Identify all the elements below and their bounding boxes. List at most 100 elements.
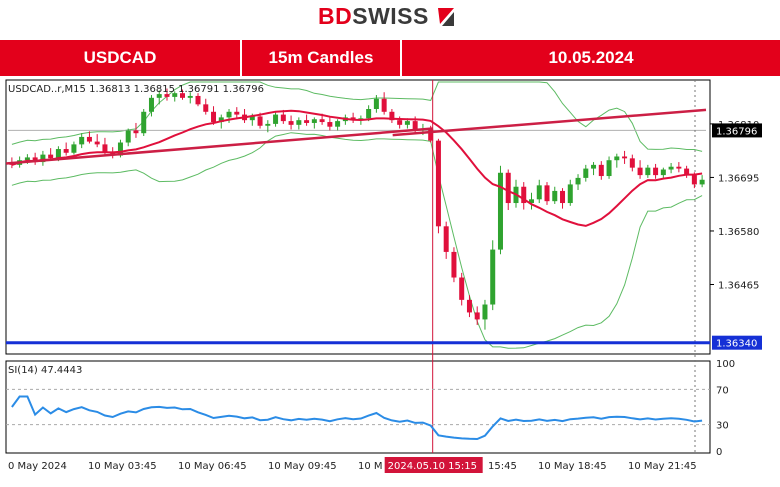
candle-body xyxy=(629,158,635,168)
candle-body xyxy=(544,185,550,202)
candle-body xyxy=(637,167,643,176)
candle-body xyxy=(117,142,123,156)
symbol-info-label: USDCAD..r,M15 1.36813 1.36815 1.36791 1.… xyxy=(8,84,264,95)
time-axis-label: 10 May 03:45 xyxy=(88,461,157,472)
time-axis-label: 10 May 06:45 xyxy=(178,461,247,472)
candle-body xyxy=(249,116,255,121)
candle-body xyxy=(288,121,294,125)
time-axis-label: 10 May 18:45 xyxy=(538,461,607,472)
candle-body xyxy=(265,123,271,126)
rising-trendline xyxy=(5,127,433,165)
support-price-tag-label: 1.36340 xyxy=(716,339,757,350)
moving-average-line xyxy=(11,109,703,227)
lower-bollinger-band xyxy=(11,132,703,349)
candle-body xyxy=(71,144,77,153)
candle-body xyxy=(211,111,217,123)
price-tick-label: 1.36695 xyxy=(718,173,759,184)
resistance-trendline xyxy=(392,108,707,137)
date-label: 10.05.2024 xyxy=(548,48,634,67)
candle-body xyxy=(366,109,372,119)
candle-body xyxy=(373,98,379,109)
candle-body xyxy=(195,95,201,105)
candle-body xyxy=(226,111,232,118)
candle-body xyxy=(94,141,100,145)
candle-body xyxy=(273,114,279,124)
candle-body xyxy=(459,277,465,300)
candle-body xyxy=(55,149,61,159)
candle-body xyxy=(280,114,286,122)
candle-body xyxy=(598,164,604,177)
candle-body xyxy=(234,111,240,115)
candle-body xyxy=(676,166,682,169)
candle-body xyxy=(389,111,395,121)
candle-body xyxy=(575,177,581,185)
candle-body xyxy=(203,104,209,112)
rsi-tick-label: 70 xyxy=(716,385,729,396)
candle-body xyxy=(311,119,317,123)
time-axis-label: 10 M xyxy=(358,461,383,472)
candle-body xyxy=(591,164,597,169)
candle-body xyxy=(482,304,488,320)
candle-body xyxy=(180,93,185,98)
chart-header-banner: USDCAD 15m Candles 10.05.2024 xyxy=(0,40,780,76)
candle-body xyxy=(125,130,131,143)
timeframe-label: 15m Candles xyxy=(268,48,374,67)
rsi-tick-label: 100 xyxy=(716,359,735,370)
brand-flag-icon xyxy=(438,8,454,26)
candle-body xyxy=(79,136,85,145)
price-pane xyxy=(5,79,711,355)
candle-body xyxy=(660,169,666,176)
candle-body xyxy=(48,154,54,159)
candle-body xyxy=(614,156,620,161)
rsi-line xyxy=(11,395,703,441)
candle-body xyxy=(327,122,333,127)
candle-body xyxy=(567,184,573,204)
candle-body xyxy=(187,95,193,98)
candle-body xyxy=(606,160,612,177)
candle-body xyxy=(133,130,139,134)
candle-body xyxy=(653,167,659,176)
time-axis-label: 10 May 09:45 xyxy=(268,461,337,472)
time-axis-label: 15:45 xyxy=(488,461,517,472)
candle-body xyxy=(218,117,224,123)
candle-body xyxy=(443,226,449,252)
time-axis-label: 0 May 2024 xyxy=(8,461,67,472)
candle-body xyxy=(40,154,46,163)
candle-body xyxy=(560,190,566,204)
candle-body xyxy=(428,128,434,141)
candle-body xyxy=(319,119,325,123)
banner-divider xyxy=(240,40,242,76)
candle-body xyxy=(645,167,651,176)
candle-body xyxy=(490,249,496,305)
candle-body xyxy=(474,312,480,320)
candle-body xyxy=(466,299,472,313)
price-tick-label: 1.36580 xyxy=(718,227,759,238)
rsi-tick-label: 0 xyxy=(716,447,722,458)
candle-body xyxy=(668,166,674,170)
candle-body xyxy=(497,172,503,250)
banner-divider xyxy=(400,40,402,76)
candle-body xyxy=(552,190,558,202)
candle-body xyxy=(156,94,162,98)
candle-body xyxy=(63,149,69,153)
candle-body xyxy=(412,121,418,130)
candle-body xyxy=(505,172,511,204)
candle-body xyxy=(296,120,302,125)
candle-body xyxy=(521,186,527,204)
candle-body xyxy=(172,93,178,97)
candle-body xyxy=(583,168,589,178)
candle-body xyxy=(148,97,154,112)
candle-body xyxy=(141,111,147,134)
rsi-info-label: SI(14) 47.4443 xyxy=(8,365,82,376)
candle-body xyxy=(86,136,92,142)
candle-body xyxy=(304,120,310,123)
candle-body xyxy=(404,121,410,125)
candle-body xyxy=(164,94,170,97)
candle-body xyxy=(335,121,341,127)
candle-body xyxy=(536,185,542,200)
brand-wordmark: BDSWISS xyxy=(318,3,429,29)
candle-body xyxy=(684,168,690,176)
event-time-tag-label: 2024.05.10 15:15 xyxy=(388,461,477,472)
